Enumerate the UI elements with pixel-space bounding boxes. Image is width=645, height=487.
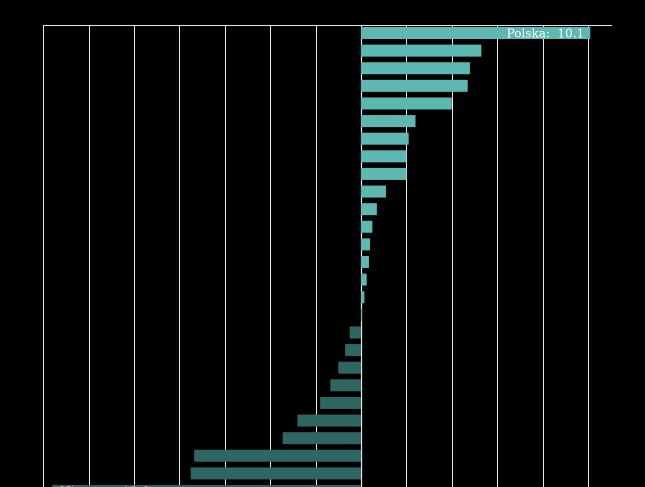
bar-label: Niemcy: -13.6 xyxy=(60,485,149,487)
bar xyxy=(361,132,409,145)
bar xyxy=(320,396,361,409)
bar xyxy=(361,97,452,110)
bar xyxy=(349,326,361,339)
bar xyxy=(330,379,361,392)
bar xyxy=(194,449,361,462)
bar xyxy=(361,273,367,286)
bar xyxy=(361,308,363,321)
bar-label: Polska: 10.1 xyxy=(507,27,585,41)
bar xyxy=(361,115,416,128)
bar xyxy=(345,344,361,357)
bar xyxy=(52,485,361,487)
bar xyxy=(361,256,369,268)
bar xyxy=(361,291,365,304)
bar xyxy=(361,203,377,216)
bar xyxy=(361,167,407,180)
bar-labels: Polska: 10.1 Niemcy: -13.6 xyxy=(60,27,584,487)
bar xyxy=(361,238,371,251)
bar xyxy=(282,432,361,445)
bar xyxy=(361,185,386,198)
bar xyxy=(190,467,361,480)
bar xyxy=(361,44,482,57)
bar xyxy=(361,150,407,163)
bar xyxy=(338,361,361,374)
bar xyxy=(361,62,470,75)
grid-lines xyxy=(43,25,589,487)
bar xyxy=(361,79,468,92)
bars xyxy=(52,27,591,487)
bar xyxy=(297,414,361,427)
bar xyxy=(361,27,591,39)
bar xyxy=(361,220,373,233)
